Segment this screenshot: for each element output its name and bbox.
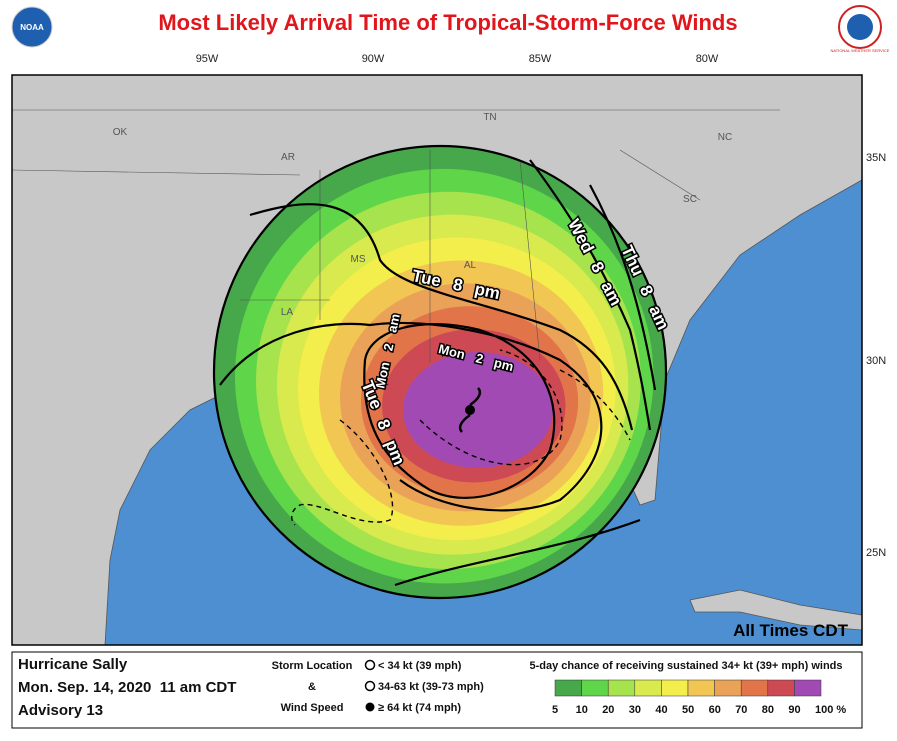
- latitude-label: 25N: [866, 547, 886, 559]
- legend-swatch: [714, 679, 742, 697]
- legend-label: 20: [602, 704, 614, 716]
- borders: [11, 109, 780, 362]
- state-label: NC: [718, 132, 732, 143]
- noaa-logo-text: NOAA: [20, 23, 44, 32]
- state-label: SC: [683, 194, 697, 205]
- legend-swatch: [687, 679, 715, 697]
- key-amp: &: [308, 681, 316, 693]
- legend-swatch: [554, 679, 582, 697]
- longitude-label: 95W: [196, 53, 219, 65]
- probability-band: [403, 352, 553, 468]
- legend-swatch: [581, 679, 609, 697]
- key-title: Storm Location: [272, 660, 353, 672]
- key-symbol: [364, 680, 376, 692]
- key-label: < 34 kt (39 mph): [378, 660, 462, 672]
- legend-swatch: [740, 679, 769, 697]
- legend-label: 80: [762, 704, 774, 716]
- legend-swatch: [634, 679, 662, 697]
- legend-swatch: [794, 679, 822, 697]
- legend-label: 60: [709, 704, 721, 716]
- nws-logo-inner: [847, 14, 873, 40]
- state-label: OK: [113, 127, 128, 138]
- legend-label: 90: [788, 704, 800, 716]
- key-label: ≥ 64 kt (74 mph): [378, 702, 461, 714]
- storm-symbol: [458, 387, 482, 433]
- legend-swatch: [607, 679, 636, 697]
- arrival-contours: [212, 144, 668, 600]
- legend-label: 100 %: [815, 704, 846, 716]
- legend-title: 5-day chance of receiving sustained 34+ …: [530, 660, 843, 672]
- probability-bands: [214, 146, 666, 598]
- state-label: LA: [281, 307, 294, 318]
- legend-swatch: [661, 679, 689, 697]
- storm-date: Mon. Sep. 14, 2020 11 am CDT: [18, 679, 236, 696]
- nws-logo-text: NATIONAL WEATHER SERVICE: [831, 48, 890, 53]
- legend-label: 70: [735, 704, 747, 716]
- state-label: AR: [281, 152, 295, 163]
- longitude-label: 80W: [696, 53, 719, 65]
- latitude-label: 30N: [866, 355, 886, 367]
- map-frame: [11, 74, 863, 646]
- title: Most Likely Arrival Time of Tropical-Sto…: [158, 10, 737, 35]
- noaa-logo: [11, 6, 53, 48]
- state-label: AL: [464, 260, 477, 271]
- legend-label: 50: [682, 704, 694, 716]
- latitude-label: 35N: [866, 152, 886, 164]
- storm-name: Hurricane Sally: [18, 656, 128, 673]
- time-note: All Times CDT: [733, 621, 849, 640]
- key-title: Wind Speed: [281, 702, 344, 714]
- legend-label: 30: [629, 704, 641, 716]
- legend-label: 5: [552, 704, 558, 716]
- legend: 5 10 20 30 40 50 60 70 80 90 100 %: [552, 679, 846, 716]
- dashed-contours: [291, 349, 631, 526]
- key-symbol: [364, 659, 376, 671]
- legend-label: 10: [576, 704, 588, 716]
- key-symbol: [365, 702, 375, 712]
- state-label: TN: [483, 112, 496, 123]
- state-label: MS: [351, 254, 366, 265]
- longitude-label: 90W: [362, 53, 385, 65]
- longitude-label: 85W: [529, 53, 552, 65]
- key-label: 34-63 kt (39-73 mph): [378, 681, 484, 693]
- legend-swatch: [767, 679, 795, 697]
- advisory: Advisory 13: [18, 702, 103, 719]
- legend-label: 40: [655, 704, 667, 716]
